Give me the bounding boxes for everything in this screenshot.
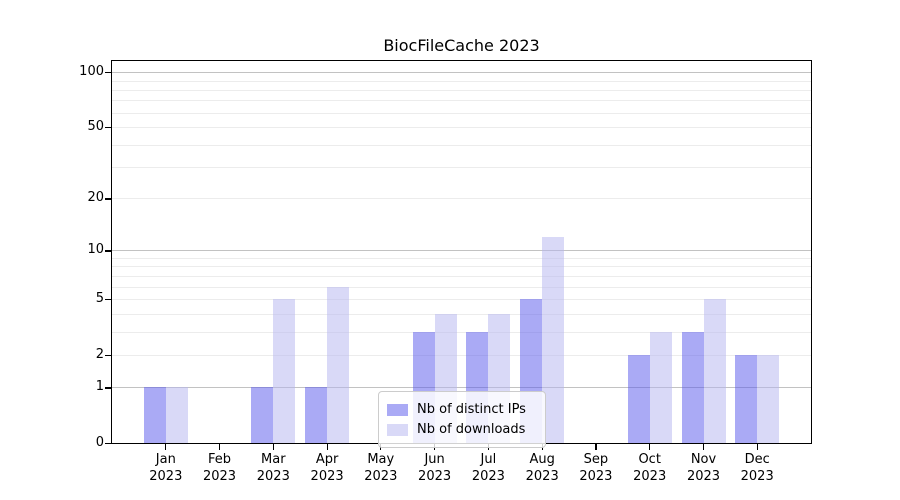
bar-distinct-ips: [305, 387, 328, 443]
y-axis-tick-label: 10: [87, 242, 104, 258]
y-axis-tick: [105, 387, 112, 389]
y-axis-tick: [105, 299, 112, 301]
x-axis-tick: [595, 444, 597, 450]
x-axis-tick: [326, 444, 328, 450]
y-axis-tick-label: 100: [79, 64, 104, 80]
minor-gridline: [112, 80, 811, 82]
x-axis-tick-label-year: 2023: [579, 469, 613, 484]
x-axis-tick-label: Aug 2023: [514, 451, 570, 485]
minor-gridline: [112, 198, 811, 200]
y-axis-tick: [105, 198, 112, 200]
major-gridline: [112, 387, 811, 389]
minor-gridline: [112, 144, 811, 146]
bar-downloads: [327, 286, 350, 443]
x-axis-tick-label: Mar 2023: [245, 451, 301, 485]
x-axis-tick-label-year: 2023: [471, 469, 505, 484]
x-axis-tick: [649, 444, 651, 450]
legend-entry-downloads: Nb of downloads: [387, 421, 537, 438]
x-axis-tick-label-year: 2023: [149, 469, 183, 484]
bar-distinct-ips: [143, 387, 166, 443]
x-axis-tick-label: Jun 2023: [407, 451, 463, 485]
minor-gridline: [112, 112, 811, 114]
x-axis-tick-label: Jan 2023: [138, 451, 194, 485]
x-axis-tick-label-year: 2023: [740, 469, 774, 484]
x-axis-tick-label: Sep 2023: [568, 451, 624, 485]
x-axis-tick-label-year: 2023: [202, 469, 237, 484]
minor-gridline: [112, 286, 811, 288]
x-axis-tick: [218, 444, 221, 450]
legend-entry-distinct-ips: Nb of distinct IPs: [387, 401, 537, 418]
minor-gridline: [112, 331, 811, 333]
minor-gridline: [112, 313, 811, 315]
x-axis-tick: [272, 444, 274, 450]
x-axis-tick: [702, 444, 705, 450]
major-gridline: [112, 72, 811, 74]
y-axis-tick-label: 1: [95, 379, 104, 395]
bar-distinct-ips: [627, 354, 650, 443]
x-axis-tick: [165, 444, 167, 450]
x-axis-tick-label: Nov 2023: [676, 451, 732, 485]
minor-gridline: [112, 258, 811, 259]
x-axis-tick-label: May 2023: [353, 451, 409, 485]
x-axis-tick-label: Oct 2023: [622, 451, 678, 485]
x-axis-tick-label: Dec 2023: [729, 451, 785, 485]
legend: Nb of distinct IPs Nb of downloads: [378, 391, 546, 448]
y-axis-tick-label: 5: [95, 291, 104, 306]
major-gridline: [112, 250, 811, 252]
bar-downloads: [649, 331, 672, 443]
x-axis-tick-label-year: 2023: [525, 469, 559, 484]
minor-gridline: [112, 354, 811, 356]
minor-gridline: [112, 266, 811, 268]
minor-gridline: [112, 167, 811, 168]
y-axis-tick-label: 20: [87, 190, 104, 206]
minor-gridline: [112, 299, 811, 300]
legend-label: Nb of downloads: [417, 422, 526, 437]
y-axis-tick: [105, 354, 112, 356]
x-axis-tick-label-year: 2023: [686, 469, 721, 484]
legend-swatch-distinct-ips: [387, 403, 408, 416]
minor-gridline: [112, 275, 811, 277]
x-axis-tick-label: Apr 2023: [299, 451, 355, 485]
bar-downloads: [542, 236, 565, 443]
minor-gridline: [112, 127, 811, 128]
minor-gridline: [112, 89, 811, 91]
bar-downloads: [273, 299, 296, 443]
y-axis-tick-label: 0: [95, 435, 104, 450]
x-axis-tick: [756, 444, 758, 450]
y-axis-tick-label: 2: [95, 346, 104, 362]
x-axis-tick-label-year: 2023: [633, 469, 667, 484]
legend-label: Nb of distinct IPs: [417, 402, 526, 417]
bar-distinct-ips: [735, 354, 758, 443]
x-axis-tick-label-year: 2023: [418, 469, 452, 484]
y-axis-tick: [105, 250, 112, 252]
x-axis-tick-label-year: 2023: [310, 469, 344, 484]
bar-distinct-ips: [251, 387, 274, 443]
bar-downloads: [165, 387, 188, 443]
bar-downloads: [757, 354, 780, 443]
x-axis-tick-label-year: 2023: [364, 469, 398, 484]
y-axis-tick: [105, 443, 112, 445]
y-axis-tick: [105, 72, 112, 74]
chart-title: BiocFileCache 2023: [383, 36, 540, 55]
bar-downloads: [703, 299, 726, 443]
x-axis-tick-label-year: 2023: [256, 469, 290, 484]
legend-swatch-downloads: [387, 423, 408, 436]
x-axis-tick-label: Feb 2023: [192, 451, 248, 485]
y-axis-tick: [105, 127, 112, 129]
bar-distinct-ips: [681, 331, 704, 443]
minor-gridline: [112, 100, 811, 102]
y-axis-tick-label: 50: [87, 119, 104, 134]
x-axis-tick-label: Jul 2023: [460, 451, 516, 485]
